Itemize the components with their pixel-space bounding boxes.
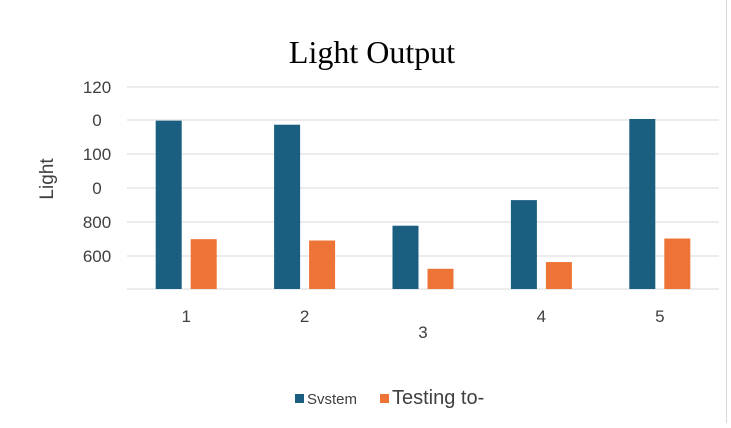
bar-series2: [545, 262, 572, 289]
legend: Svstem Testing to-: [295, 387, 484, 409]
chart-title: Light Output: [289, 34, 455, 70]
x-tick-labels: 1 2 3 4 5: [181, 307, 664, 342]
legend-label: Svstem: [307, 391, 357, 408]
bar-series1: [629, 118, 656, 289]
y-tick-label: 800: [83, 213, 111, 232]
x-tick-label: 3: [418, 323, 427, 342]
x-tick-label: 4: [537, 307, 546, 326]
y-tick-label: 0: [92, 179, 101, 198]
y-axis-label: Light: [37, 158, 58, 200]
bars: [155, 118, 691, 290]
legend-swatch: [380, 394, 389, 403]
bar-series1: [155, 120, 182, 290]
y-tick-label: 100: [83, 145, 111, 164]
legend-swatch: [295, 394, 304, 403]
x-tick-label: 5: [655, 307, 664, 326]
y-tick-label: 600: [83, 247, 111, 266]
bar-series2: [309, 240, 336, 289]
legend-label: Testing to-: [392, 387, 484, 409]
y-tick-label: 120: [83, 78, 111, 97]
grid-lines: [127, 86, 719, 290]
bar-series2: [664, 238, 691, 289]
y-tick-label: 0: [92, 111, 101, 130]
bar-series1: [392, 225, 419, 289]
bar-series2: [190, 239, 217, 289]
bar-series1: [510, 200, 537, 289]
bar-series1: [274, 124, 301, 289]
chart-frame-edge: [726, 0, 727, 423]
bar-series2: [427, 268, 454, 289]
x-tick-label: 2: [300, 307, 309, 326]
x-tick-label: 1: [181, 307, 190, 326]
